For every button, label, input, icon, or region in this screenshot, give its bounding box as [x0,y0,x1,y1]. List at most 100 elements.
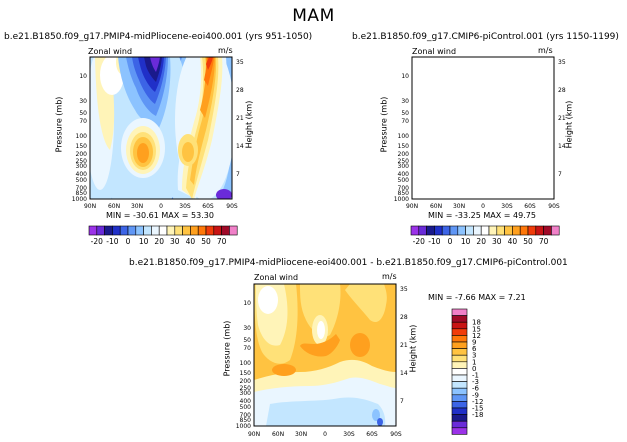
colorbar-diff-label: -6 [472,385,480,393]
svg-text:50: 50 [401,110,409,117]
svg-text:500: 500 [398,177,410,184]
colorbar-left-label: -10 [106,237,118,246]
colorbar-diff-label: -15 [472,405,483,413]
svg-text:70: 70 [79,118,87,125]
colorbar-diff-label: -9 [472,391,479,399]
svg-text:30S: 30S [501,203,513,210]
panel3-units: m/s [382,272,397,281]
svg-text:90S: 90S [548,203,560,210]
svg-text:90N: 90N [84,203,96,210]
colorbar-left: -20 -10 0 10 20 30 40 50 70 [88,225,238,246]
svg-text:21: 21 [400,342,408,349]
svg-text:60S: 60S [366,431,378,438]
svg-text:50: 50 [79,110,87,117]
svg-text:14: 14 [400,370,408,377]
panel2-title: b.e21.B1850.f09_g17.CMIP6-piControl.001 … [352,32,619,42]
colorbar-right-label: 30 [492,237,502,246]
svg-text:850: 850 [76,190,88,197]
colorbar-diff-label: -12 [472,398,483,406]
colorbar-left-label: 30 [170,237,180,246]
svg-text:400: 400 [76,171,88,178]
svg-text:200: 200 [240,378,252,385]
svg-text:7: 7 [558,171,562,178]
svg-text:60S: 60S [524,203,536,210]
colorbar-left-label: 0 [126,237,131,246]
colorbar-diff-swatch [451,315,468,323]
svg-text:90N: 90N [406,203,418,210]
svg-text:250: 250 [240,385,252,392]
svg-text:90S: 90S [226,203,238,210]
colorbar-diff-label: -3 [472,378,479,386]
svg-text:100: 100 [398,133,410,140]
colorbar-right-label: 70 [539,237,549,246]
svg-text:10: 10 [79,73,87,80]
svg-text:500: 500 [76,177,88,184]
svg-text:14: 14 [236,143,244,150]
colorbar-right-label: 20 [476,237,486,246]
colorbar-diff-label: 0 [472,365,476,373]
svg-text:28: 28 [400,314,408,321]
panel1-field-label: Zonal wind [88,47,133,56]
svg-text:30N: 30N [453,203,465,210]
panel3-field-label: Zonal wind [254,273,299,282]
colorbar-diff-label: 15 [472,325,481,333]
svg-text:60N: 60N [430,203,442,210]
colorbar-right-label: -20 [413,237,425,246]
svg-text:250: 250 [76,158,88,165]
colorbar-right: -20 -10 0 10 20 30 40 50 70 [410,225,560,246]
svg-text:35: 35 [236,59,244,66]
svg-text:30S: 30S [343,431,355,438]
panel2-units: m/s [538,46,553,55]
svg-text:850: 850 [240,417,252,424]
svg-text:30N: 30N [295,431,307,438]
colorbar-diff-swatch [451,381,468,389]
svg-text:21: 21 [236,115,244,122]
panel1-title: b.e21.B1850.f09_g17.PMIP4-midPliocene-eo… [4,32,313,42]
colorbar-right-label: 50 [523,237,533,246]
colorbar-left-label: 20 [154,237,164,246]
svg-text:70: 70 [401,118,409,125]
colorbar-left-label: 10 [139,237,149,246]
colorbar-right-label: 40 [508,237,518,246]
svg-text:150: 150 [398,143,410,150]
svg-text:200: 200 [76,151,88,158]
svg-text:700: 700 [240,412,252,419]
colorbar-right-label: 0 [448,237,453,246]
colorbar-left-label: 40 [186,237,196,246]
svg-text:1000: 1000 [236,423,251,430]
colorbar-left-swatch [229,225,238,236]
svg-text:0: 0 [323,431,327,438]
svg-text:30: 30 [79,98,87,105]
panel2-field-label: Zonal wind [412,47,457,56]
colorbar-diff-swatch [451,321,468,330]
colorbar-left-label: 50 [201,237,211,246]
svg-text:0: 0 [159,203,163,210]
colorbar-diff-swatch [451,401,468,409]
colorbar-diff-swatch [451,361,468,369]
svg-text:30: 30 [401,98,409,105]
panel3-minmax: MIN = -7.66 MAX = 7.21 [428,293,526,302]
svg-text:150: 150 [76,143,88,150]
svg-text:300: 300 [240,390,252,397]
colorbar-diff-swatch [451,341,468,349]
svg-text:60S: 60S [202,203,214,210]
svg-text:300: 300 [398,163,410,170]
svg-text:1000: 1000 [72,196,87,203]
svg-text:60N: 60N [108,203,120,210]
svg-text:850: 850 [398,190,410,197]
svg-text:30S: 30S [179,203,191,210]
svg-text:35: 35 [400,286,408,293]
colorbar-diff-swatch [451,407,468,415]
svg-text:400: 400 [398,171,410,178]
colorbar-diff-swatch [451,368,468,376]
panel1-units: m/s [218,46,233,55]
svg-text:300: 300 [76,163,88,170]
svg-text:1000: 1000 [394,196,409,203]
svg-text:150: 150 [240,370,252,377]
colorbar-diff-label: -1 [472,372,479,380]
colorbar-diff-swatch [451,308,468,316]
